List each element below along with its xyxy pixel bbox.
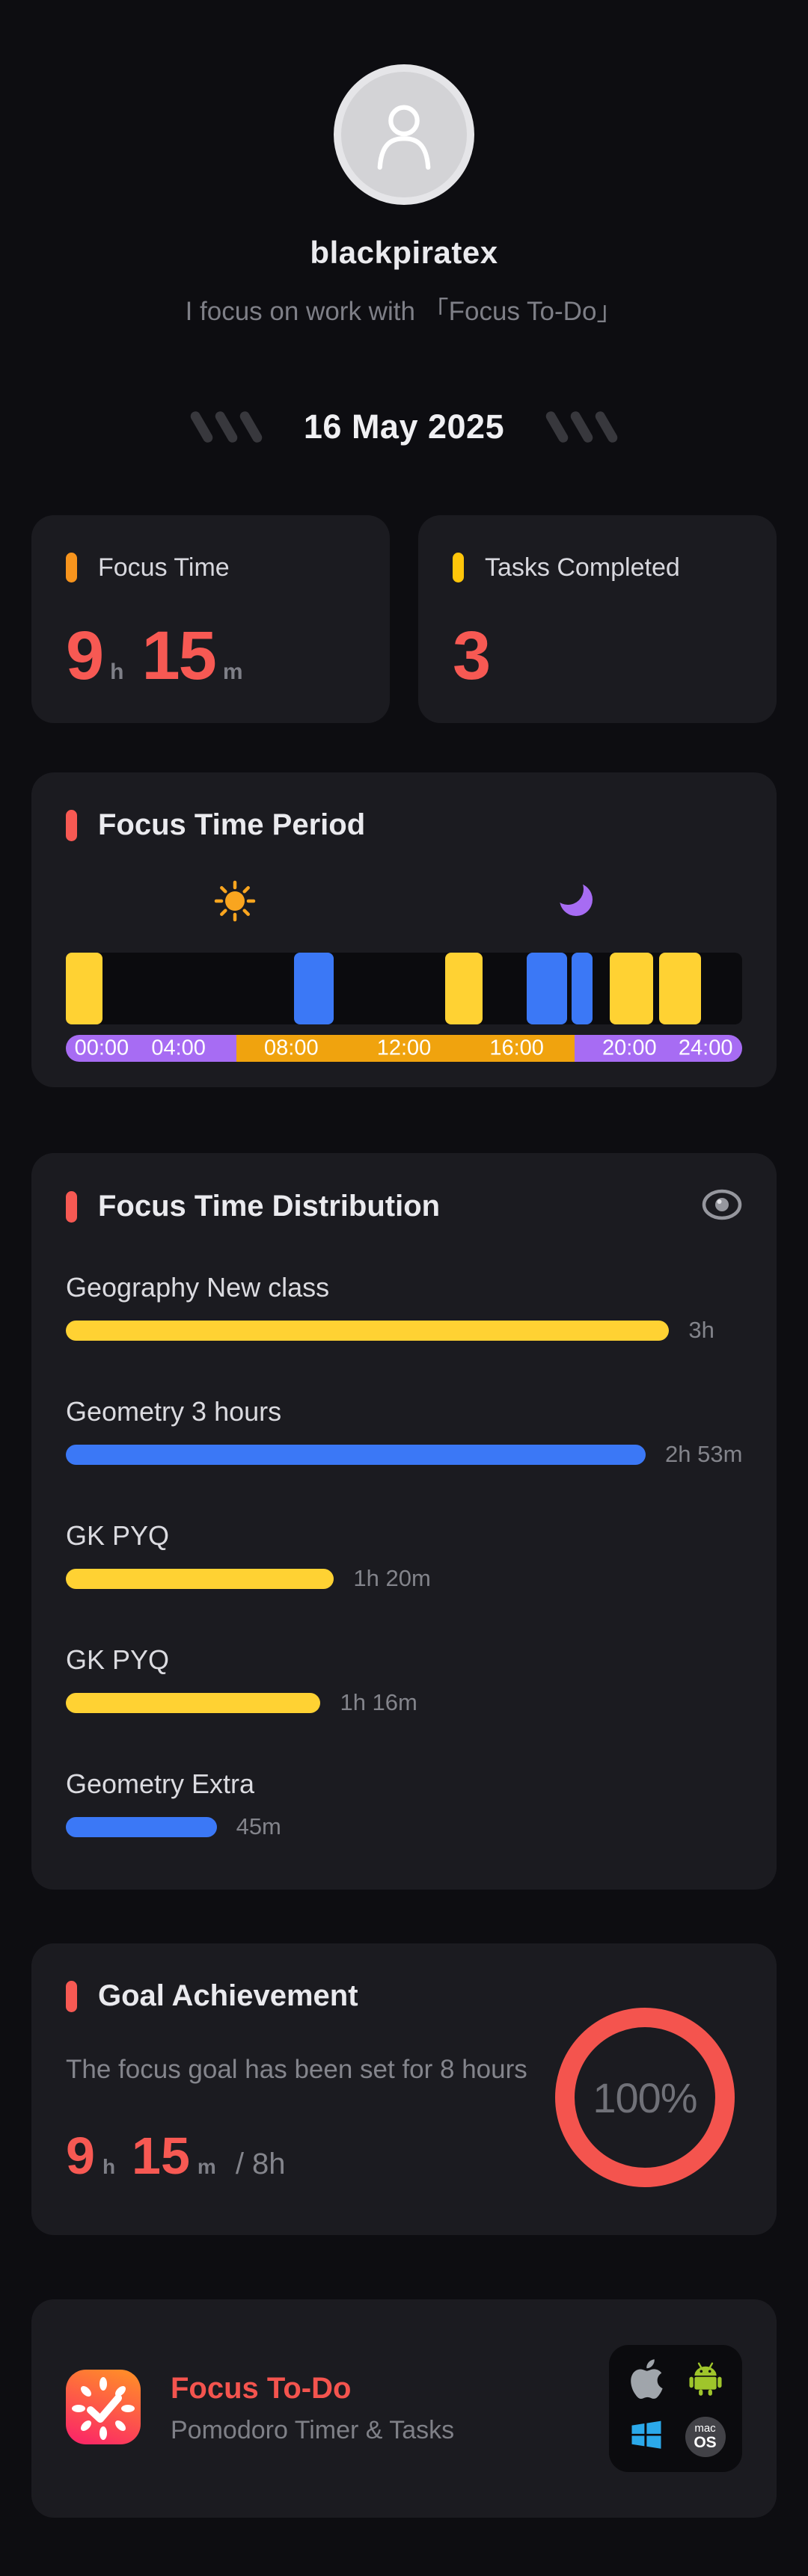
task-duration-bar (66, 1320, 670, 1341)
focus-time-card: Focus Time 9 h 15 m (31, 515, 390, 723)
goal-title: Goal Achievement (98, 1979, 358, 2012)
focus-period-bar (526, 953, 568, 1024)
tasks-completed-title: Tasks Completed (485, 553, 680, 582)
period-axis: 00:00 04:00 08:00 12:00 16:00 20:00 24:00 (66, 1035, 742, 1062)
right-slashes-decoration (544, 409, 619, 445)
apple-icon (628, 2358, 665, 2403)
focus-time-bullet (66, 553, 77, 582)
goal-percent: 100% (593, 2074, 697, 2121)
task-duration-value: 1h 16m (340, 1689, 417, 1715)
tasks-completed-card: Tasks Completed 3 (418, 515, 777, 723)
axis-hour-label: 16:00 (489, 1036, 544, 1060)
goal-target: / 8h (235, 2148, 286, 2180)
goal-achievement-card: Goal Achievement The focus goal has been… (31, 1943, 777, 2235)
task-duration-value: 2h 53m (665, 1441, 743, 1467)
goal-description: The focus goal has been set for 8 hours (66, 2055, 527, 2084)
avatar (334, 64, 474, 205)
focus-time-value: 9 h 15 m (66, 618, 243, 694)
task-duration-value: 45m (236, 1813, 281, 1839)
sun-icon (212, 878, 258, 928)
task-label: Geometry Extra (66, 1768, 255, 1799)
nighttime-segment (574, 1035, 742, 1062)
left-slashes-decoration (189, 409, 264, 445)
period-timeline-track (66, 953, 742, 1024)
axis-hour-label: 12:00 (376, 1036, 432, 1060)
focus-period-bar (572, 953, 593, 1024)
task-label: Geography New class (66, 1272, 330, 1303)
person-icon (365, 94, 443, 176)
daytime-segment (236, 1035, 575, 1062)
android-icon (686, 2359, 725, 2402)
task-row: GK PYQ 1h 20m (66, 1520, 742, 1592)
tasks-completed-value: 3 (453, 618, 491, 694)
axis-hour-label: 08:00 (264, 1036, 319, 1060)
moon-icon (554, 878, 598, 925)
task-label: GK PYQ (66, 1644, 170, 1675)
task-duration-bar (66, 1568, 334, 1589)
profile-tagline: I focus on work with 「Focus To-Do」 (185, 297, 623, 326)
tasks-completed-bullet (453, 553, 464, 582)
focus-period-bar (444, 953, 483, 1024)
focus-time-title: Focus Time (98, 553, 230, 582)
focus-period-bar (294, 953, 334, 1024)
focus-time-distribution-card: Focus Time Distribution Geography New cl… (31, 1153, 777, 1890)
axis-hour-label: 04:00 (151, 1036, 206, 1060)
task-row: Geometry Extra 45m (66, 1768, 742, 1840)
focus-period-bar (609, 953, 654, 1024)
axis-hour-label: 24:00 (678, 1036, 733, 1060)
axis-hour-label: 00:00 (74, 1036, 129, 1060)
windows-icon (628, 2417, 664, 2456)
task-label: Geometry 3 hours (66, 1396, 282, 1427)
date-banner: 16 May 2025 (0, 408, 808, 446)
goal-progress-ring: 100% (555, 2008, 735, 2187)
focus-period-bar (658, 953, 702, 1024)
task-row: GK PYQ 1h 16m (66, 1644, 742, 1716)
task-row: Geography New class 3h (66, 1272, 742, 1344)
task-label: GK PYQ (66, 1520, 170, 1551)
app-promo-card: Focus To-Do Pomodoro Timer & Tasks (31, 2299, 777, 2518)
task-duration-value: 3h (688, 1317, 714, 1343)
task-row: Geometry 3 hours 2h 53m (66, 1396, 742, 1468)
period-bullet (66, 809, 77, 841)
date-label: 16 May 2025 (303, 408, 505, 446)
platform-panel: mac OS (609, 2345, 742, 2472)
distribution-title: Focus Time Distribution (98, 1190, 441, 1223)
focus-todo-app-icon (66, 2369, 141, 2448)
eye-icon[interactable] (702, 1189, 742, 1224)
distribution-bullet (66, 1190, 77, 1223)
distribution-rows: Geography New class 3h Geometry 3 hours 2h … (66, 1272, 742, 1840)
app-tagline: Pomodoro Timer & Tasks (171, 2416, 455, 2444)
task-duration-bar (66, 1816, 217, 1837)
macos-icon: mac OS (685, 2416, 726, 2457)
task-duration-value: 1h 20m (353, 1565, 431, 1591)
goal-progress-value: 9 h 15 m / 8h (66, 2127, 286, 2185)
focus-period-bar (66, 953, 102, 1024)
nighttime-segment (66, 1035, 236, 1062)
focus-time-period-card: Focus Time Period (31, 772, 777, 1087)
axis-hour-label: 20:00 (602, 1036, 657, 1060)
task-duration-bar (66, 1444, 646, 1465)
goal-bullet (66, 1980, 77, 2012)
task-duration-bar (66, 1692, 321, 1713)
period-title: Focus Time Period (98, 808, 366, 841)
username: blackpiratex (310, 235, 498, 270)
app-name: Focus To-Do (171, 2372, 352, 2405)
